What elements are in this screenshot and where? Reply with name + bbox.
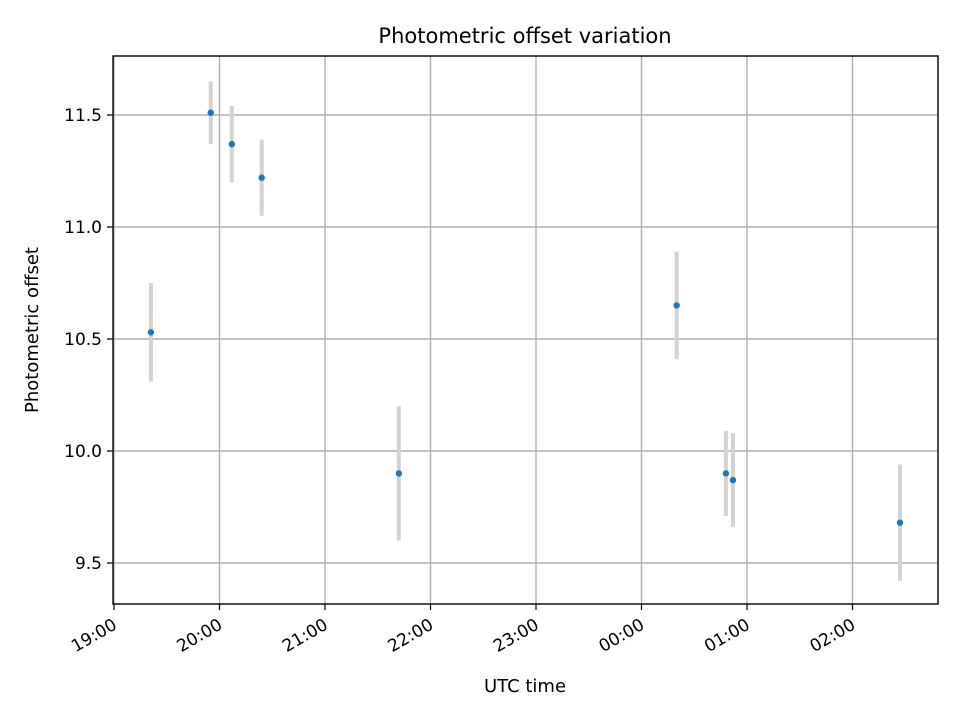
- data-points: [147, 109, 904, 526]
- chart-title: Photometric offset variation: [378, 24, 671, 48]
- data-point: [207, 109, 214, 116]
- y-tick-label: 9.5: [75, 554, 102, 574]
- plot-frame: [112, 55, 939, 605]
- y-tick-label: 10.0: [64, 442, 102, 462]
- data-point: [729, 476, 737, 484]
- grid: [113, 56, 938, 604]
- data-point: [228, 140, 236, 148]
- y-tick-label: 11.0: [64, 218, 102, 238]
- data-point: [896, 519, 904, 526]
- data-point: [147, 329, 155, 336]
- y-tick-label: 10.5: [64, 330, 102, 350]
- data-point: [395, 470, 403, 477]
- data-point: [722, 470, 730, 477]
- data-point: [673, 302, 680, 309]
- x-axis-label: UTC time: [484, 676, 566, 697]
- y-axis-label: Photometric offset: [22, 247, 43, 413]
- data-point: [258, 174, 265, 181]
- y-tick-label: 11.5: [64, 106, 102, 126]
- y-axis: 9.5 10.0 10.5 11.0 11.5: [64, 106, 113, 574]
